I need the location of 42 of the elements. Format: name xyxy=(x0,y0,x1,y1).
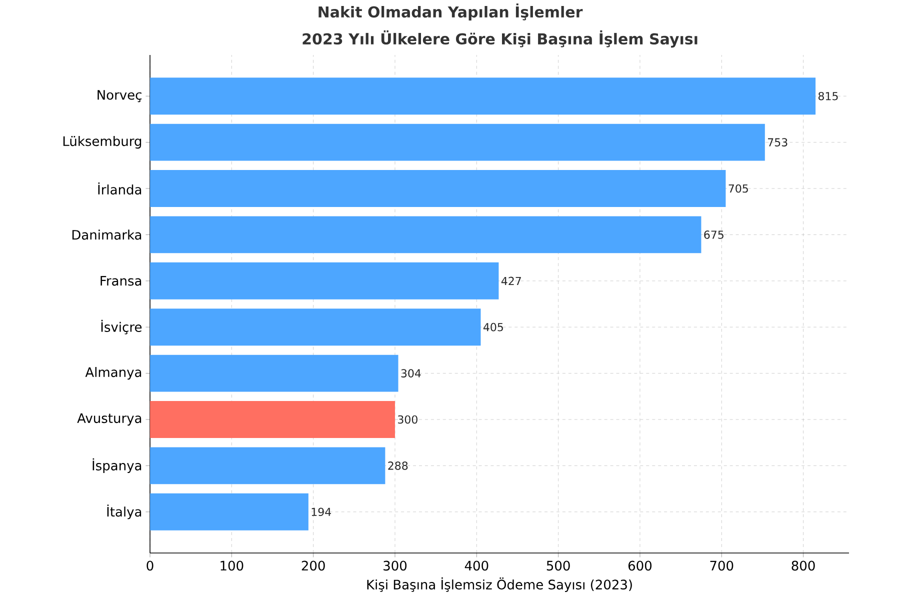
bar xyxy=(150,262,499,300)
y-tick-label: Fransa xyxy=(100,276,142,286)
y-tick-label: Almanya xyxy=(85,367,142,380)
bar xyxy=(150,493,308,530)
x-axis-title: Kişi Başına İşlemsiz Ödeme Sayısı (2023) xyxy=(367,577,632,592)
y-tick-label: Avusturya xyxy=(77,413,142,426)
y-tick-label: Norveç xyxy=(98,90,142,102)
bar xyxy=(150,447,386,484)
bar xyxy=(150,354,398,392)
y-tick-label: İsviçre xyxy=(101,320,142,334)
chart-title: Nakit Olmadan Yapılan İşlemler xyxy=(318,3,583,21)
bar xyxy=(150,78,816,115)
x-tick-label: 200 xyxy=(302,560,325,571)
y-tick-label: İrlanda xyxy=(98,182,142,195)
x-tick-label: 800 xyxy=(792,560,815,571)
bar xyxy=(150,124,765,161)
data-label: 675 xyxy=(704,230,724,239)
x-tick-label: 400 xyxy=(464,560,488,571)
y-tick-label: İspanya xyxy=(92,458,142,473)
y-tick-label: İtalya xyxy=(107,504,142,520)
y-tick-label: Lüksemburg xyxy=(63,136,142,149)
data-label: 753 xyxy=(768,138,788,146)
data-label: 427 xyxy=(501,276,521,285)
x-tick-label: 0 xyxy=(146,560,154,571)
data-label: 300 xyxy=(398,415,418,424)
bar xyxy=(150,216,702,254)
data-label: 405 xyxy=(483,322,503,332)
bar xyxy=(150,170,726,207)
data-label: 705 xyxy=(728,184,748,193)
x-tick-label: 600 xyxy=(628,560,652,571)
x-tick-label: 100 xyxy=(220,560,244,571)
bar xyxy=(150,308,481,346)
data-label: 288 xyxy=(388,462,408,470)
x-tick-label: 300 xyxy=(384,560,407,571)
data-label: 815 xyxy=(818,92,838,100)
bar xyxy=(150,401,395,438)
data-label: 304 xyxy=(401,369,421,378)
data-label: 194 xyxy=(312,508,331,516)
y-tick-label: Danimarka xyxy=(72,230,142,240)
x-tick-label: 500 xyxy=(546,560,570,571)
chart-subtitle: 2023 Yılı Ülkelere Göre Kişi Başına İşlem Sayısı xyxy=(302,30,698,48)
x-tick-label: 700 xyxy=(710,560,734,571)
